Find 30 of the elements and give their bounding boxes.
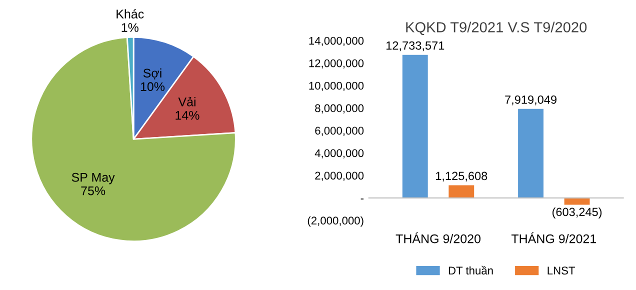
data-label: 1% (122, 23, 138, 32)
y-tick-label: (2,000,000) (308, 216, 364, 227)
data-label: 1,125,608 (436, 172, 488, 182)
legend-label: LNST (548, 266, 575, 275)
y-tick-label: 10,000,000 (309, 82, 364, 91)
x-tick-label: THÁNG 9/2021 (511, 232, 596, 244)
slice-label: Vải (178, 96, 196, 106)
x-tick-label: THÁNG 9/2020 (396, 232, 481, 244)
data-label: 75% (81, 186, 106, 196)
pie-slice (30, 36, 236, 242)
data-label: 14% (176, 110, 200, 120)
y-tick-label: 4,000,000 (314, 149, 364, 158)
data-label: (603,245) (552, 207, 602, 218)
data-label: 12,733,571 (386, 41, 444, 52)
bar (402, 54, 428, 198)
legend-label: DT thuần (448, 266, 493, 275)
y-tick-label: 14,000,000 (309, 36, 364, 46)
y-tick-label: 6,000,000 (315, 126, 364, 136)
data-label: 7,919,049 (505, 95, 556, 106)
chart-title: KQKD T9/2021 V.S T9/2020 (406, 22, 587, 36)
slice-label: Sợi (143, 68, 162, 80)
y-tick-label: 12,000,000 (309, 59, 364, 69)
bar (448, 185, 474, 198)
slice-label: SP May (72, 172, 115, 184)
data-label: 10% (140, 82, 165, 92)
y-tick-label: 2,000,000 (315, 172, 364, 181)
slice-label: Khác (116, 9, 144, 18)
y-tick-label: 8,000,000 (315, 104, 364, 114)
bar (518, 108, 544, 198)
y-tick-label: - (360, 198, 364, 200)
